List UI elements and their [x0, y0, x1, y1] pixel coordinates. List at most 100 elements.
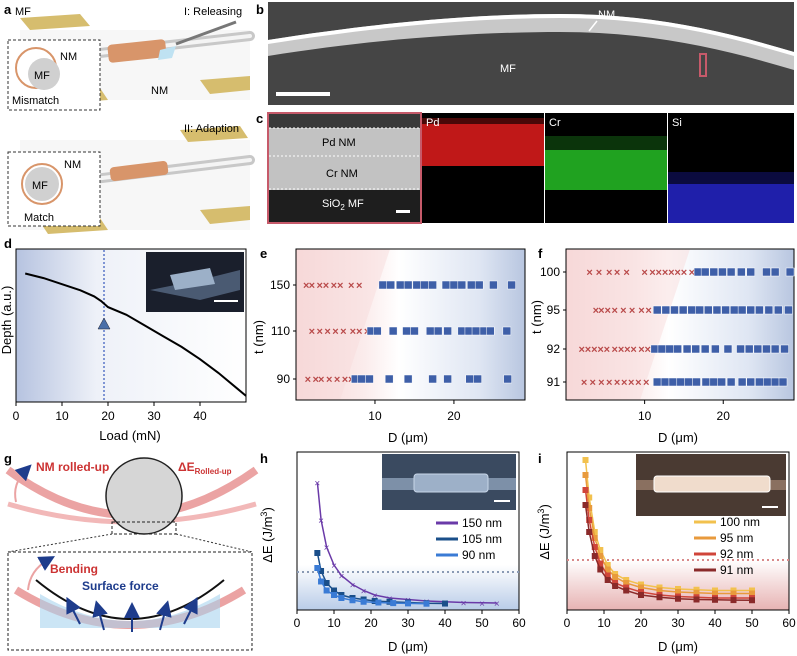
success-marker	[785, 267, 795, 277]
fail-marker: ×	[316, 326, 322, 338]
x-tick-label: 20	[634, 616, 648, 630]
label-surface-force: Surface force	[82, 579, 159, 593]
data-point	[591, 535, 598, 541]
success-marker	[473, 374, 482, 384]
x-tick-label: 50	[475, 616, 489, 630]
y-tick-label: 110	[271, 324, 290, 338]
inset-mf-label: MF	[34, 70, 50, 82]
fail-marker: ×	[596, 267, 602, 279]
success-marker	[660, 377, 670, 387]
x-tick-label: 30	[671, 616, 685, 630]
success-marker	[486, 326, 495, 336]
success-marker	[737, 305, 747, 315]
fail-marker: ×	[638, 305, 644, 317]
success-marker	[746, 267, 756, 277]
force-arrow	[92, 600, 108, 631]
data-point: ×	[372, 591, 378, 602]
data-point	[712, 596, 718, 603]
label-pd-nm: Pd NM	[322, 137, 356, 149]
success-marker	[709, 267, 719, 277]
x-tick-label: 30	[147, 409, 161, 423]
data-point	[582, 457, 589, 463]
success-marker	[693, 267, 703, 277]
x-tick-label: 0	[564, 616, 571, 630]
fail-marker: ×	[621, 377, 627, 389]
liquid-drop	[158, 46, 176, 60]
marks-i: 0 10 20 30 40 50 60	[564, 457, 796, 630]
data-point	[591, 529, 598, 535]
data-point	[638, 592, 644, 598]
fail-marker: ×	[579, 344, 585, 356]
panel-letter-f: f	[538, 246, 543, 261]
panel-c: c Pd NM Cr NM SiO2 MF Pd Cr Si	[256, 111, 794, 224]
selection-box	[699, 53, 707, 77]
data-point	[604, 572, 611, 579]
success-marker	[365, 374, 374, 384]
fail-marker: ×	[614, 377, 620, 389]
fail-marker: ×	[340, 326, 346, 338]
x-tick-label: 40	[708, 616, 722, 630]
x-tick-label: 30	[401, 616, 415, 630]
fail-marker: ×	[309, 280, 315, 292]
success-marker	[762, 344, 771, 354]
data-point	[712, 590, 718, 597]
success-marker	[474, 280, 484, 290]
success-marker	[692, 377, 701, 387]
success-marker	[746, 305, 756, 315]
force-arrow	[66, 596, 81, 625]
y-tick-label: 100	[540, 265, 560, 279]
x-tick-label: 10	[597, 616, 611, 630]
data-point: ×	[314, 479, 320, 490]
scale-bar	[494, 500, 510, 502]
panel-letter-c: c	[256, 111, 263, 126]
x-tick-label: 40	[438, 616, 452, 630]
success-marker	[673, 344, 682, 354]
data-point	[586, 494, 593, 501]
legend-label: 150 nm	[462, 516, 502, 530]
success-marker	[700, 267, 710, 277]
electrode-pad	[200, 76, 250, 94]
fail-marker: ×	[623, 267, 629, 279]
x-tick-label: 20	[101, 409, 115, 423]
panel-letter-g: g	[4, 451, 12, 466]
label-cr-nm: Cr NM	[326, 168, 358, 180]
success-marker	[678, 305, 688, 315]
panel-i: i ΔE (J/m3) D (μm) 0 10 20 30 40 50 60 100 nm …	[536, 451, 796, 654]
x-tick-label: 20	[447, 409, 461, 423]
fail-marker: ×	[326, 374, 332, 386]
data-point	[442, 600, 448, 607]
x-axis-label: D (μm)	[388, 430, 428, 445]
inset-mismatch: MF NM Mismatch	[7, 39, 101, 111]
success-marker	[709, 377, 719, 387]
inset-match: MF NM Match	[7, 151, 101, 227]
fail-marker: ×	[309, 326, 315, 338]
fail-marker: ×	[624, 344, 630, 356]
success-marker	[726, 267, 736, 277]
data-point	[323, 587, 330, 594]
legend-label: 91 nm	[720, 563, 753, 577]
scale-bar	[396, 210, 410, 213]
fail-marker: ×	[662, 267, 668, 279]
data-point	[586, 529, 593, 535]
panel-h: h ΔE (J/m3) D (μm) ×××××××××××××××010203…	[259, 451, 526, 654]
success-marker	[700, 344, 710, 354]
success-marker	[763, 377, 772, 387]
success-marker	[402, 326, 411, 336]
fail-marker: ×	[668, 267, 674, 279]
label-nm: NM	[151, 85, 168, 97]
y-axis-label: t (nm)	[529, 300, 544, 334]
success-marker	[443, 326, 452, 336]
success-marker	[428, 374, 437, 384]
success-marker	[704, 305, 713, 315]
data-point	[730, 590, 737, 597]
success-marker	[691, 344, 700, 354]
microfiber-circle	[105, 457, 183, 535]
fail-marker: ×	[350, 326, 356, 338]
label-mismatch: Mismatch	[12, 95, 59, 107]
panel-b: b NM MF	[256, 2, 794, 105]
fail-marker: ×	[629, 305, 635, 317]
x-axis-label: D (μm)	[658, 639, 698, 654]
data-point	[612, 583, 619, 589]
success-marker	[726, 377, 736, 387]
electrode-pad	[20, 14, 90, 30]
